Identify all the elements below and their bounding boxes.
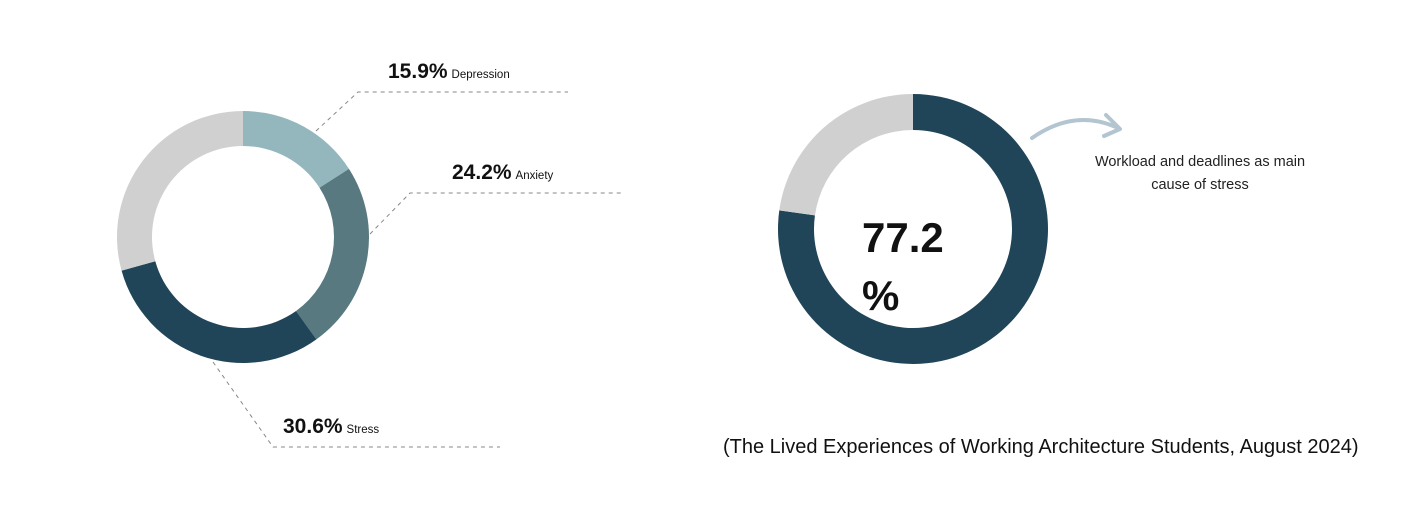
slice-remainder: [779, 94, 913, 216]
slice-stress: [121, 261, 317, 364]
leader-line-anxiety: [369, 192, 622, 235]
arrow-icon: [1030, 113, 1122, 140]
caption: (The Lived Experiences of Working Archit…: [723, 436, 1359, 458]
slice-depression: [243, 111, 349, 188]
slice-remainder: [116, 111, 243, 271]
center-unit: %: [862, 272, 900, 319]
label-stress: 30.6% Stress: [283, 415, 379, 439]
left-donut: [116, 111, 370, 364]
slice-name-anxiety: Anxiety: [515, 170, 554, 182]
center-value: 77.2: [862, 214, 944, 261]
label-anxiety: 24.2% Anxiety: [452, 161, 553, 185]
label-depression: 15.9% Depression: [388, 60, 510, 84]
slice-name-depression: Depression: [451, 69, 510, 81]
slice-value-anxiety: 24.2%: [452, 161, 512, 184]
slice-value-depression: 15.9%: [388, 60, 448, 83]
leader-line-stress: [212, 361, 500, 448]
slice-anxiety: [296, 168, 370, 340]
leader-line-depression: [315, 91, 568, 132]
annotation-text: Workload and deadlines as main cause of …: [1094, 154, 1306, 193]
slice-name-stress: Stress: [346, 424, 380, 436]
right-donut: [778, 94, 1048, 364]
slice-value-stress: 30.6%: [283, 415, 343, 438]
